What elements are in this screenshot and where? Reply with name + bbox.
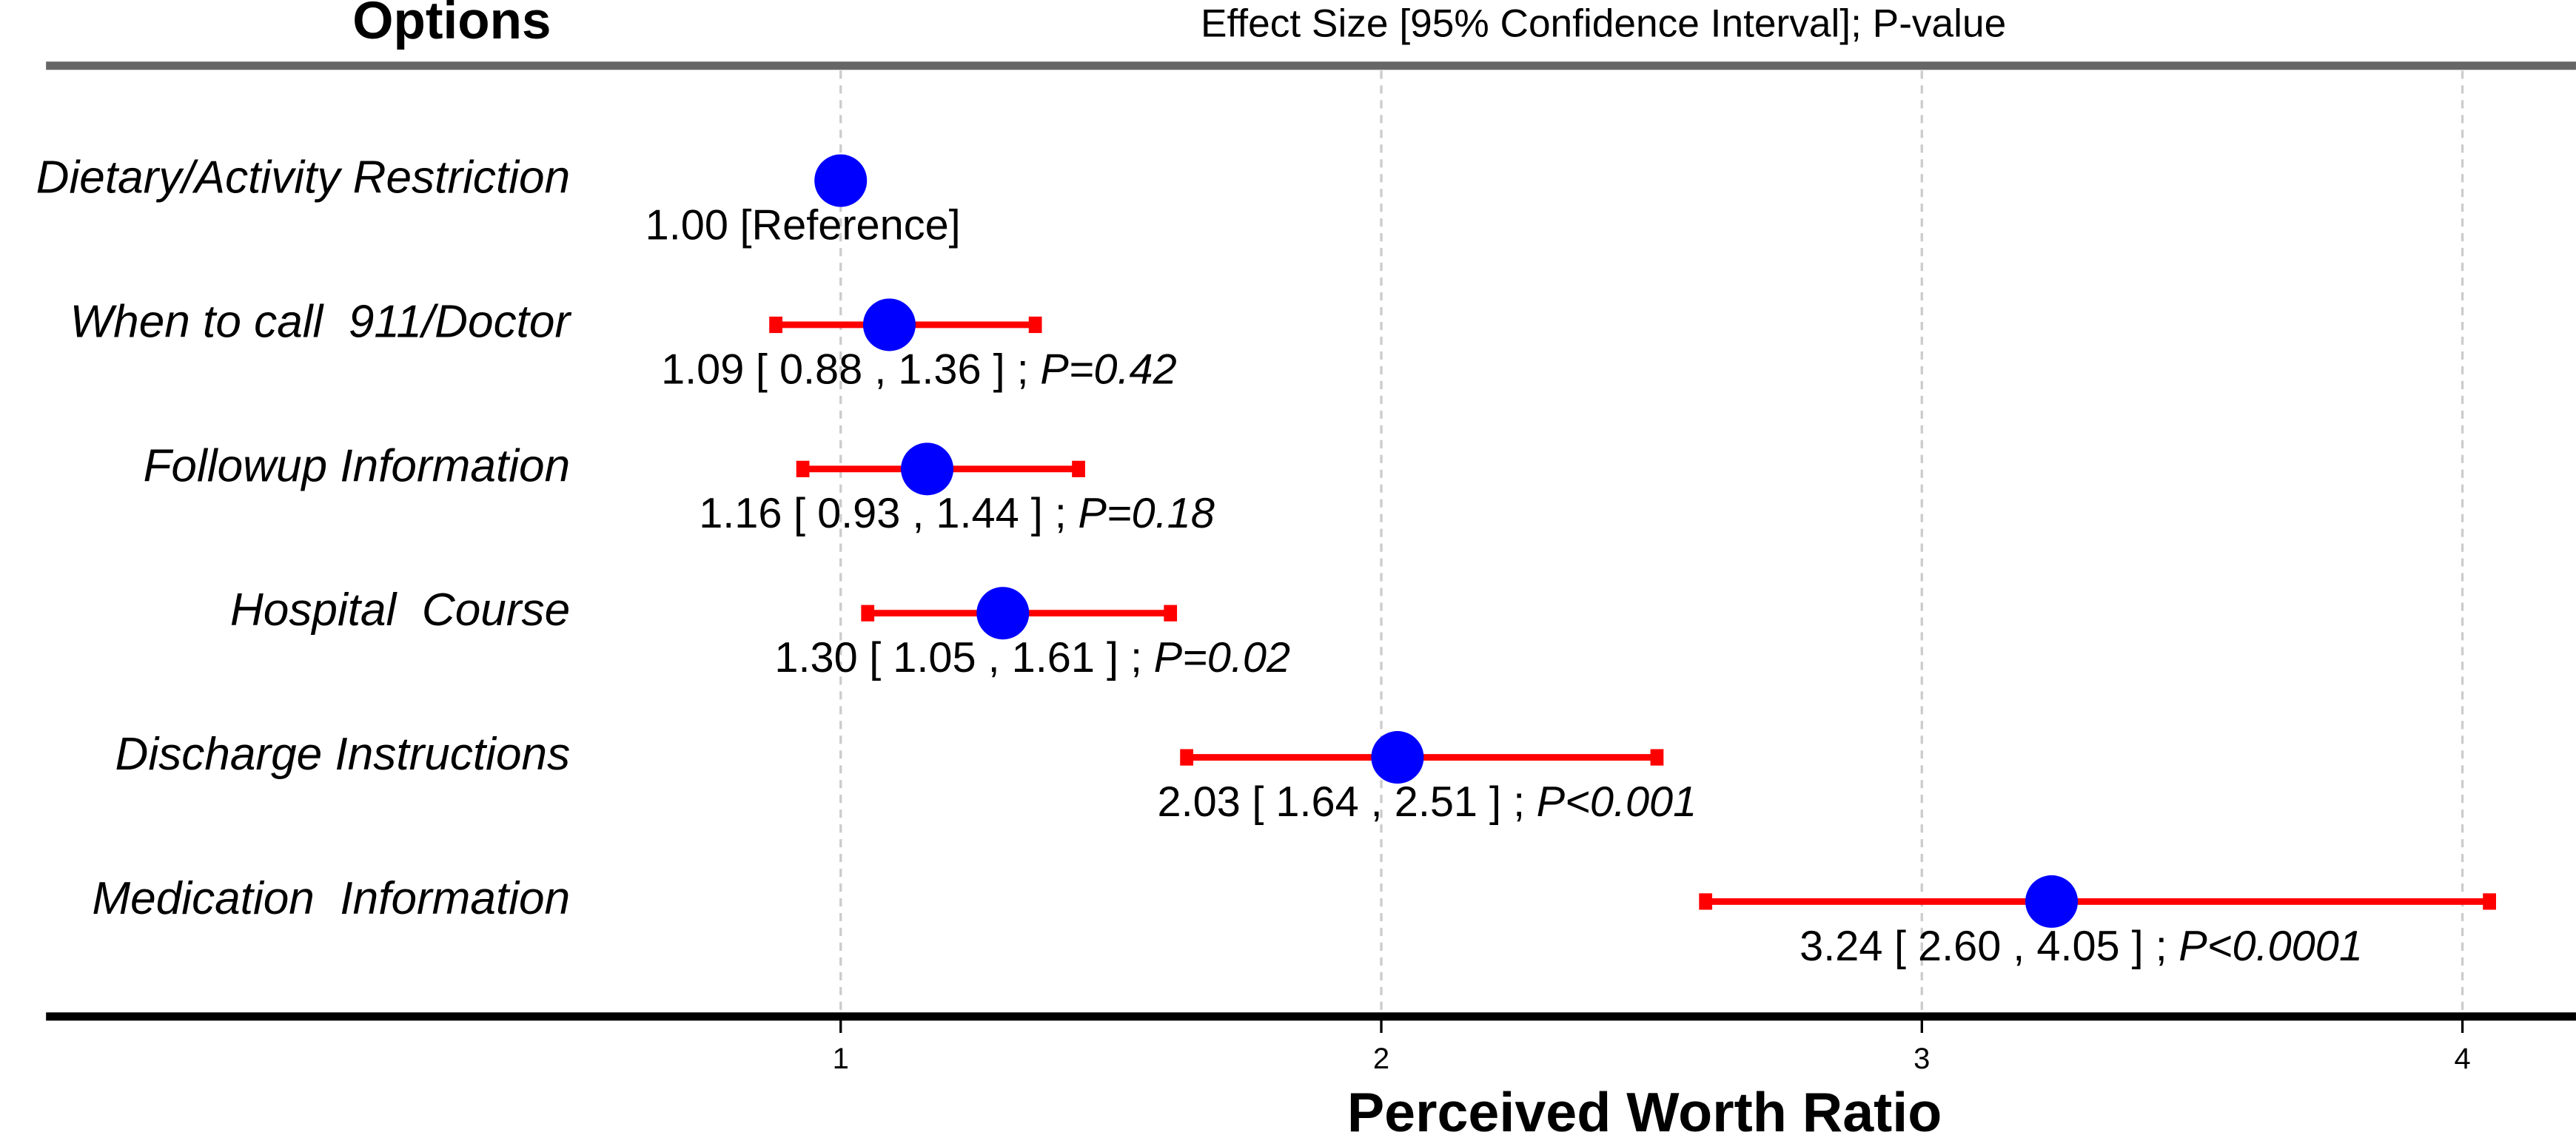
interval-label: [ 0.93 , 1.44 ] ;	[794, 490, 1067, 537]
value-label: 1.16 [ 0.93 , 1.44 ] ; P=0.18	[699, 490, 1215, 537]
category-label: Hospital Course	[230, 585, 570, 636]
x-tick-label: 2	[1373, 1043, 1389, 1075]
p-value: P=0.18	[1078, 490, 1214, 537]
ci-lower-cap	[796, 460, 810, 477]
estimate-label: 1.30	[774, 634, 857, 681]
ci-lower-cap	[861, 605, 875, 622]
ci-lower-cap	[1699, 893, 1713, 910]
p-value: P<0.001	[1537, 778, 1697, 826]
value-label: 1.09[ 0.88 , 1.36 ] ; P=0.42	[661, 346, 1177, 394]
point-estimate	[976, 587, 1030, 640]
category-label: When to call 911/Doctor	[70, 296, 572, 347]
estimate-label: 1.16	[699, 490, 782, 537]
ci-lower-cap	[1180, 749, 1193, 766]
ci-upper-cap	[1164, 605, 1178, 622]
category-label: Medication Information	[92, 873, 570, 924]
ci-upper-cap	[2483, 893, 2496, 910]
ci-upper-cap	[1650, 749, 1664, 766]
p-value: P=0.42	[1040, 346, 1176, 394]
point-estimate	[862, 298, 916, 351]
interval-label: [ 1.05 , 1.61 ] ;	[869, 634, 1142, 681]
reference-label: [Reference]	[739, 202, 960, 249]
ci-upper-cap	[1028, 316, 1042, 334]
column-header: Effect Size [95% Confidence Interval]; P…	[1201, 2, 2006, 46]
estimate-label: 2.03	[1158, 778, 1241, 826]
x-tick-label: 1	[833, 1043, 849, 1075]
x-axis-title: Perceived Worth Ratio	[1347, 1081, 1942, 1138]
estimate-label: 1.09	[661, 346, 744, 394]
point-estimate	[814, 154, 868, 207]
point-estimate	[901, 442, 954, 496]
interval-label: [ 2.60 , 4.05 ] ;	[1894, 923, 2167, 970]
estimate-label: 1.00	[645, 202, 728, 249]
value-label: 2.03[ 1.64 , 2.51 ] ; P<0.001	[1158, 778, 1697, 826]
x-tick-label: 4	[2454, 1043, 2470, 1075]
p-value: P=0.02	[1154, 634, 1290, 681]
value-label: 1.30 [ 1.05 , 1.61 ] ; P=0.02	[774, 634, 1290, 681]
ci-upper-cap	[1072, 460, 1085, 477]
point-estimate	[2025, 875, 2079, 928]
value-label: 1.00 [Reference]	[645, 202, 961, 249]
interval-label: [ 0.88 , 1.36 ] ;	[756, 346, 1029, 394]
value-label: 3.24 [ 2.60 , 4.05 ] ; P<0.0001	[1799, 923, 2363, 970]
column-header: Options	[352, 0, 551, 50]
ci-lower-cap	[769, 316, 782, 334]
p-value: P<0.0001	[2178, 923, 2363, 970]
x-tick-label: 3	[1913, 1043, 1930, 1075]
estimate-label: 3.24	[1799, 923, 1882, 970]
point-estimate	[1371, 731, 1424, 784]
category-label: Followup Information	[143, 440, 570, 491]
category-label: Dietary/Activity Restriction	[36, 152, 571, 203]
category-label: Discharge Instructions	[115, 729, 571, 780]
interval-label: [ 1.64 , 2.51 ] ;	[1252, 778, 1525, 826]
